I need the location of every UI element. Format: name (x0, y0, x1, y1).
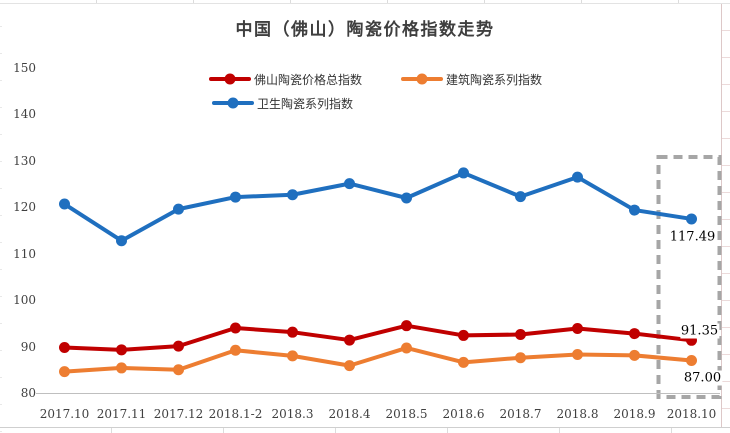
data-point-sanitary-ceramics-index-2017.10 (59, 198, 70, 210)
legend-label: 建筑陶瓷系列指数 (446, 72, 543, 87)
data-point-foshan-total-index-2018.7 (515, 329, 526, 340)
data-point-foshan-total-index-2018.4 (344, 334, 355, 346)
data-point-sanitary-ceramics-index-2018.6 (458, 167, 469, 179)
data-point-building-ceramics-index-2018.5 (401, 342, 412, 354)
data-point-sanitary-ceramics-index-2018.4 (344, 178, 355, 190)
x-axis-label: 2018.4 (328, 407, 371, 421)
data-point-sanitary-ceramics-index-2018.3 (287, 189, 298, 201)
data-point-sanitary-ceramics-index-2018.9 (629, 204, 640, 216)
legend-dot-icon (224, 73, 236, 85)
x-axis-label: 2018.10 (666, 407, 717, 421)
data-point-building-ceramics-index-2017.12 (173, 364, 184, 376)
legend-line-marker-icon (212, 97, 254, 109)
sheet-gridline-bottom-border (0, 427, 730, 428)
data-point-sanitary-ceramics-index-2018.1-2 (230, 191, 241, 203)
highlight-dashed-box (656, 155, 722, 399)
legend-label: 卫生陶瓷系列指数 (257, 96, 354, 111)
x-axis-label: 2017.11 (96, 407, 147, 421)
data-point-foshan-total-index-2018.9 (629, 328, 640, 340)
sheet-gridlines-bottom (0, 428, 730, 433)
x-axis-label: 2018.9 (613, 407, 656, 421)
data-point-foshan-total-index-2018.1-2 (230, 322, 241, 334)
y-axis-label: 140 (13, 107, 36, 122)
legend-item-building-ceramics-index: 建筑陶瓷系列指数 (401, 71, 542, 87)
data-point-building-ceramics-index-2018.7 (515, 352, 526, 364)
y-axis-label: 150 (13, 61, 36, 75)
data-point-foshan-total-index-2018.5 (401, 320, 412, 332)
data-point-foshan-total-index-2017.12 (173, 340, 184, 352)
legend-item-sanitary-ceramics-index: 卫生陶瓷系列指数 (212, 95, 353, 111)
end-data-label-foshan-total-index: 91.35 (679, 323, 720, 339)
x-axis-label: 2018.1-2 (208, 407, 263, 421)
legend-label: 佛山陶瓷价格总指数 (254, 72, 363, 87)
series-line-building-ceramics-index (62, 345, 694, 374)
x-axis-label: 2018.5 (385, 407, 428, 421)
sheet-gridline-top-border (0, 3, 730, 4)
series-line-foshan-total-index (62, 323, 694, 352)
legend-line-marker-icon (209, 73, 251, 85)
data-point-building-ceramics-index-2018.3 (287, 350, 298, 362)
chart-title: 中国（佛山）陶瓷价格指数走势 (235, 20, 495, 39)
sheet-gridlines-left (0, 0, 2, 433)
legend-item-foshan-total-index: 佛山陶瓷价格总指数 (209, 71, 362, 87)
x-axis-label: 2017.12 (153, 407, 204, 421)
y-axis-label: 120 (13, 200, 36, 215)
x-axis-label: 2018.8 (556, 407, 599, 421)
y-axis-label: 90 (20, 339, 36, 354)
x-axis-label: 2018.3 (271, 407, 314, 421)
data-point-sanitary-ceramics-index-2017.12 (173, 203, 184, 215)
end-data-label-building-ceramics-index: 87.00 (682, 370, 723, 385)
data-point-building-ceramics-index-2018.8 (572, 348, 583, 360)
x-axis-label: 2017.10 (39, 407, 90, 421)
y-axis-label: 130 (13, 153, 36, 168)
legend-dot-icon (416, 73, 428, 85)
data-point-building-ceramics-index-2017.11 (116, 362, 127, 374)
sheet-gridlines-right (721, 4, 730, 427)
y-axis-label: 80 (20, 386, 36, 400)
x-axis-label: 2018.7 (499, 407, 542, 421)
data-point-building-ceramics-index-2018.9 (629, 349, 640, 361)
sheet-gridlines-top (0, 0, 730, 3)
data-point-foshan-total-index-2018.3 (287, 326, 298, 338)
data-point-foshan-total-index-2017.10 (59, 342, 70, 353)
data-point-sanitary-ceramics-index-2018.8 (572, 171, 583, 183)
data-point-foshan-total-index-2018.6 (458, 329, 469, 341)
data-point-building-ceramics-index-2018.6 (458, 356, 469, 368)
series-line-sanitary-ceramics-index (62, 170, 694, 243)
data-point-building-ceramics-index-2017.10 (59, 366, 70, 378)
legend-dot-icon (227, 97, 239, 109)
data-point-sanitary-ceramics-index-2018.7 (515, 191, 526, 203)
data-point-building-ceramics-index-2018.4 (344, 360, 355, 372)
data-point-sanitary-ceramics-index-2018.5 (401, 192, 412, 204)
data-point-foshan-total-index-2017.11 (116, 344, 127, 356)
y-axis-label: 100 (13, 293, 36, 308)
data-point-building-ceramics-index-2018.1-2 (230, 344, 241, 356)
legend-line-marker-icon (401, 73, 443, 85)
data-point-sanitary-ceramics-index-2018.10 (686, 213, 697, 225)
x-axis-label: 2018.6 (442, 407, 485, 421)
end-data-label-sanitary-ceramics-index: 117.49 (668, 229, 717, 245)
data-point-building-ceramics-index-2018.10 (686, 355, 697, 366)
y-axis-label: 110 (13, 246, 36, 261)
data-point-sanitary-ceramics-index-2017.11 (116, 235, 127, 247)
data-point-foshan-total-index-2018.8 (572, 322, 583, 334)
